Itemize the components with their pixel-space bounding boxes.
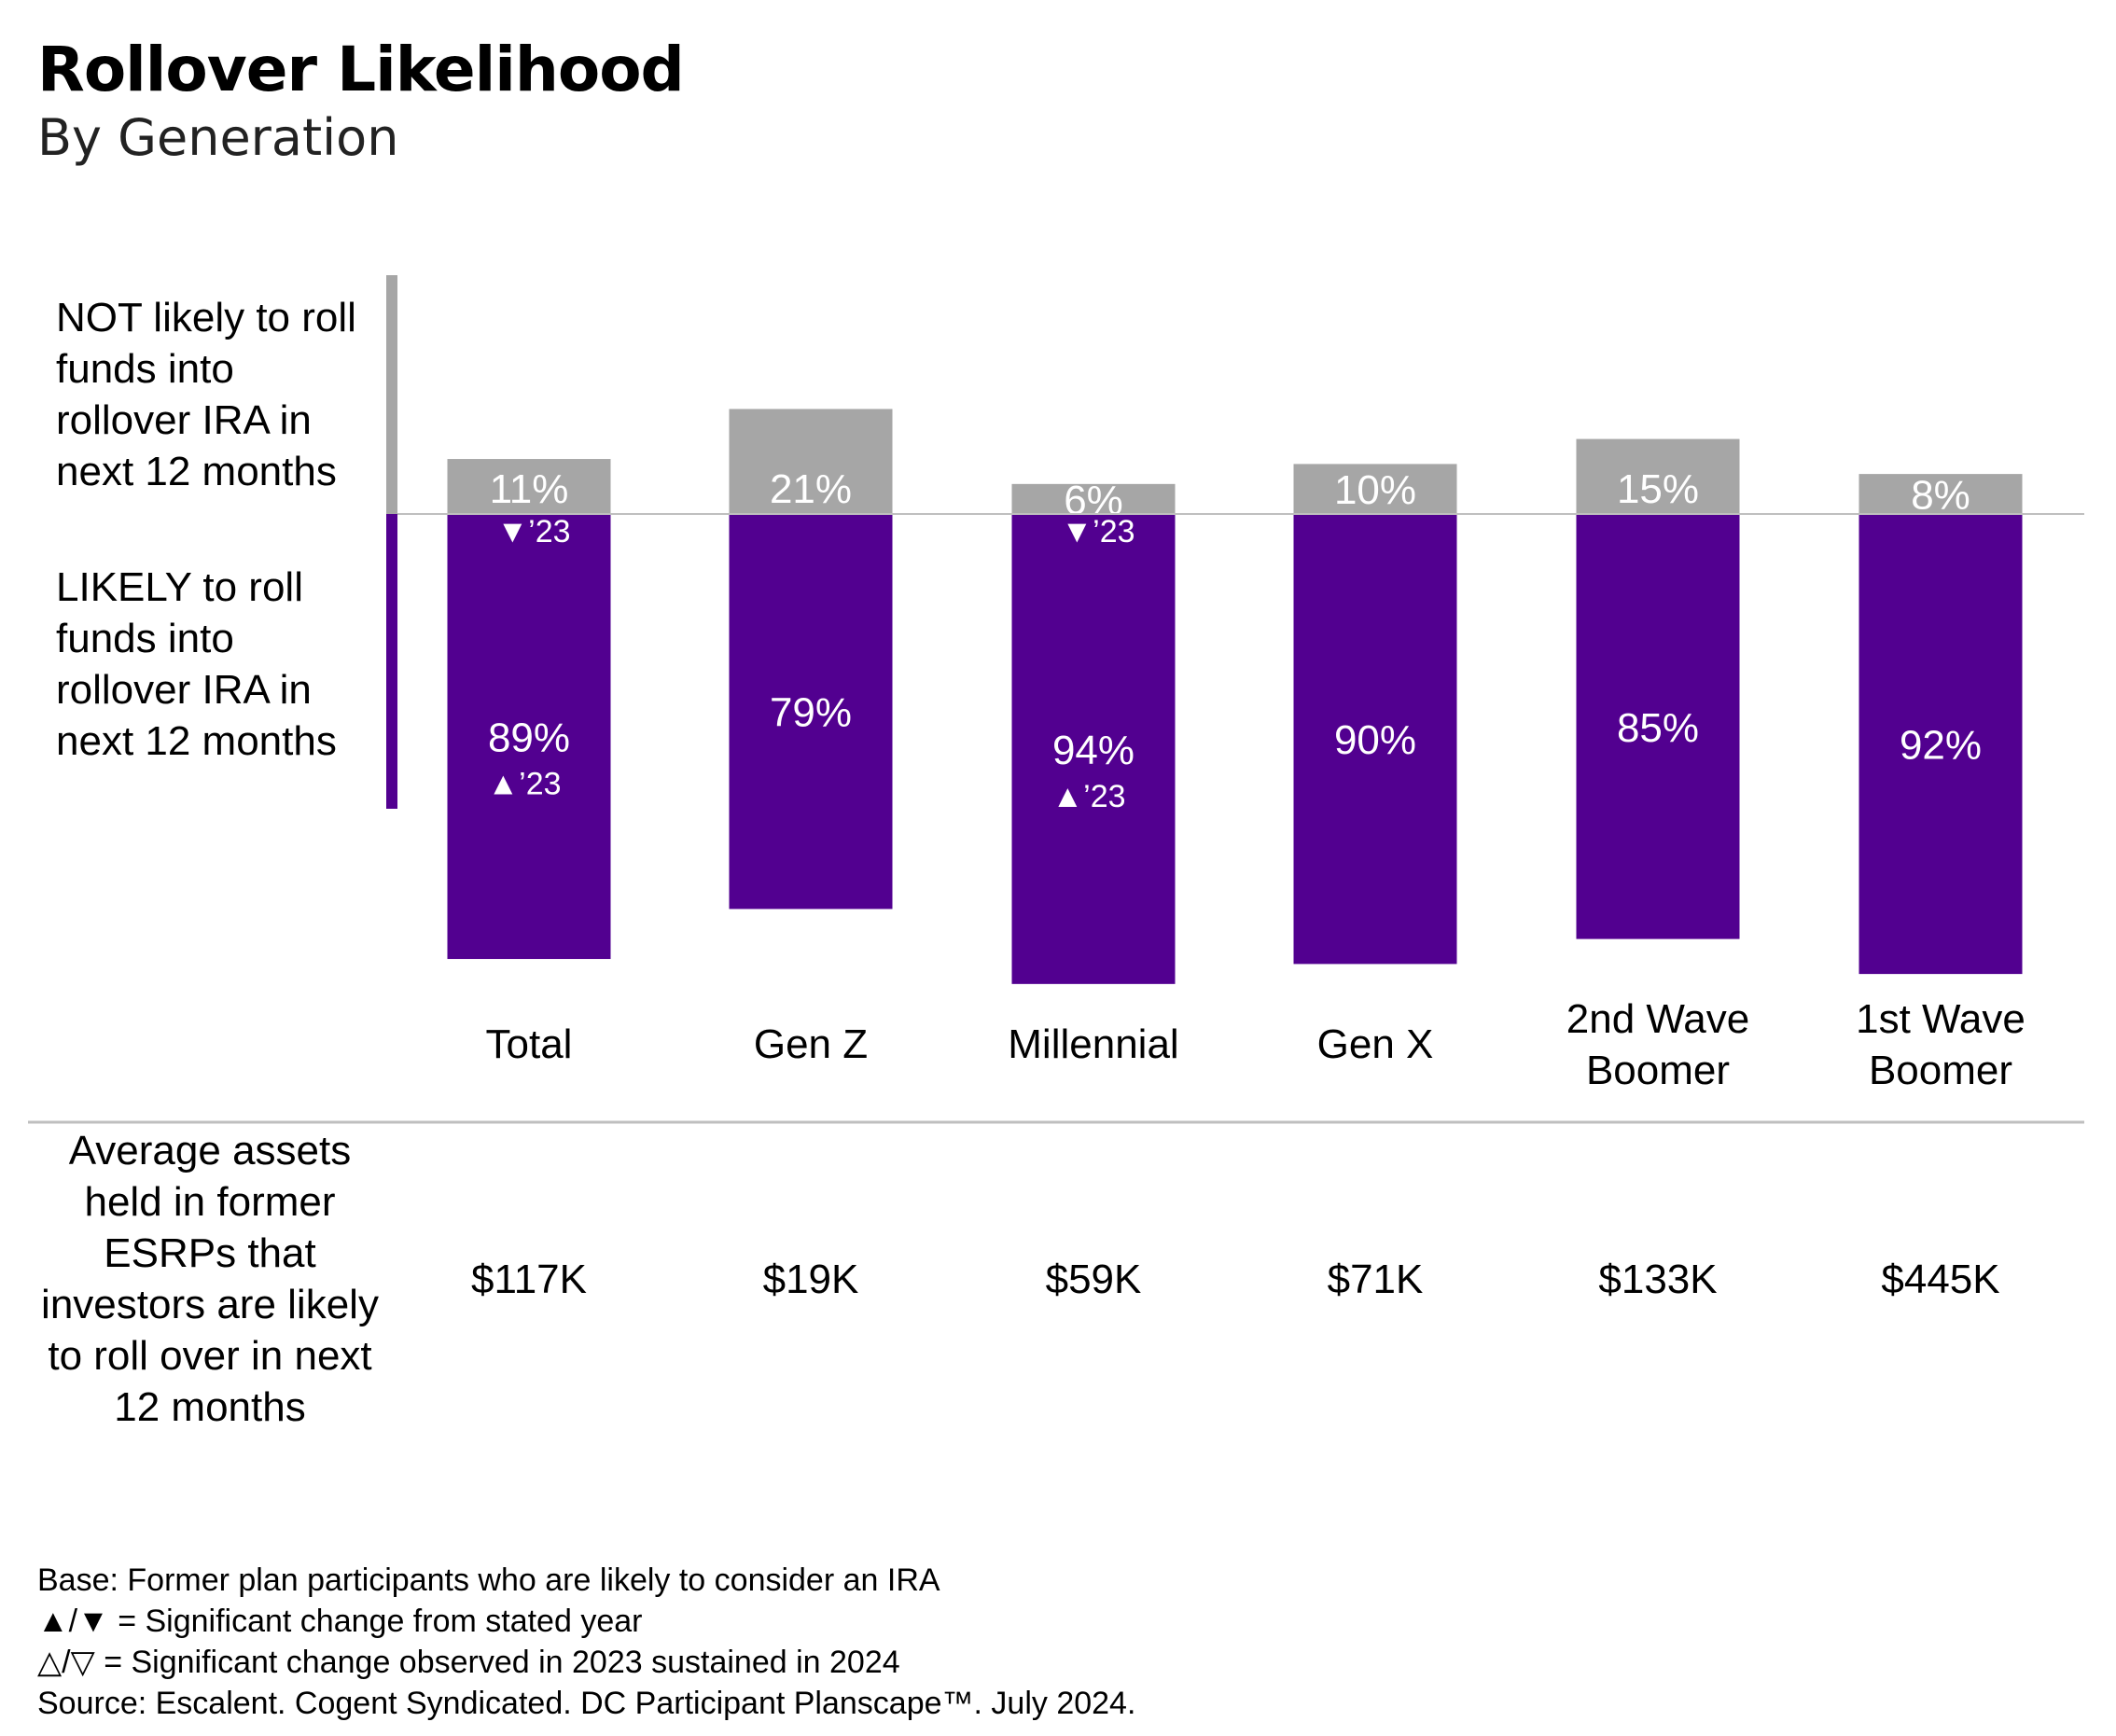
category-label: 2nd Wave Boomer xyxy=(1566,996,1750,1093)
bar-likely xyxy=(729,514,893,910)
footnote-source: Source: Escalent. Cogent Syndicated. DC … xyxy=(37,1686,1136,1721)
legend-likely-label: LIKELY to roll funds into rollover IRA i… xyxy=(56,564,337,764)
bar-likely xyxy=(1293,514,1457,965)
asset-value: $59K xyxy=(1045,1257,1142,1302)
bar-not-likely xyxy=(729,409,893,514)
value-label-likely: 85% xyxy=(1617,705,1699,751)
value-label-not-likely: 15% xyxy=(1617,466,1699,512)
chart-title: Rollover Likelihood xyxy=(37,34,685,105)
footnotes: Base: Former plan participants who are l… xyxy=(37,1560,1135,1724)
footnote-sustained: △/▽ = Significant change observed in 202… xyxy=(37,1645,900,1680)
bar-likely xyxy=(1011,514,1176,984)
bar-likely xyxy=(1858,514,2023,975)
value-label-not-likely: 21% xyxy=(770,466,852,512)
bar-not-likely xyxy=(1858,474,2023,514)
assets-row-label: Average assets held in former ESRPs that… xyxy=(41,1128,379,1430)
change-marker-not-likely: ▼’23 xyxy=(1061,514,1135,549)
value-label-not-likely: 6% xyxy=(1064,478,1123,523)
value-label-likely: 94% xyxy=(1052,728,1135,773)
value-label-likely: 92% xyxy=(1900,723,1982,769)
category-label: Millennial xyxy=(1008,1021,1179,1067)
category-label: Gen Z xyxy=(753,1021,869,1067)
value-label-not-likely: 10% xyxy=(1334,467,1416,513)
bar-not-likely xyxy=(1576,438,1740,514)
asset-value: $19K xyxy=(762,1257,859,1302)
category-label: Gen X xyxy=(1316,1021,1434,1067)
asset-value: $117K xyxy=(471,1257,587,1302)
value-label-likely: 90% xyxy=(1334,717,1416,763)
bar-not-likely xyxy=(1293,464,1457,514)
value-label-likely: 79% xyxy=(770,690,852,736)
chart-subtitle: By Generation xyxy=(37,108,399,167)
category-label: 1st Wave Boomer xyxy=(1856,996,2026,1093)
footnote-base: Base: Former plan participants who are l… xyxy=(37,1562,940,1598)
bar-likely xyxy=(447,514,611,960)
legend-not-likely-marker xyxy=(386,275,397,514)
value-label-not-likely: 11% xyxy=(490,466,569,512)
bar-not-likely xyxy=(447,459,611,514)
change-marker-likely: ▲’23 xyxy=(487,767,561,802)
bar-not-likely xyxy=(1011,483,1176,514)
legend-likely-marker xyxy=(386,514,397,809)
value-label-not-likely: 8% xyxy=(1911,473,1970,519)
asset-value: $445K xyxy=(1881,1257,2000,1302)
value-label-likely: 89% xyxy=(488,715,570,761)
legend-not-likely-label: NOT likely to roll funds into rollover I… xyxy=(56,295,356,494)
change-marker-likely: ▲’23 xyxy=(1051,779,1125,814)
category-label: Total xyxy=(485,1021,573,1067)
asset-value: $133K xyxy=(1598,1257,1718,1302)
asset-value: $71K xyxy=(1327,1257,1424,1302)
footnote-significance: ▲/▼ = Significant change from stated yea… xyxy=(37,1604,643,1639)
bar-likely xyxy=(1576,514,1740,939)
change-marker-not-likely: ▼’23 xyxy=(496,514,570,549)
